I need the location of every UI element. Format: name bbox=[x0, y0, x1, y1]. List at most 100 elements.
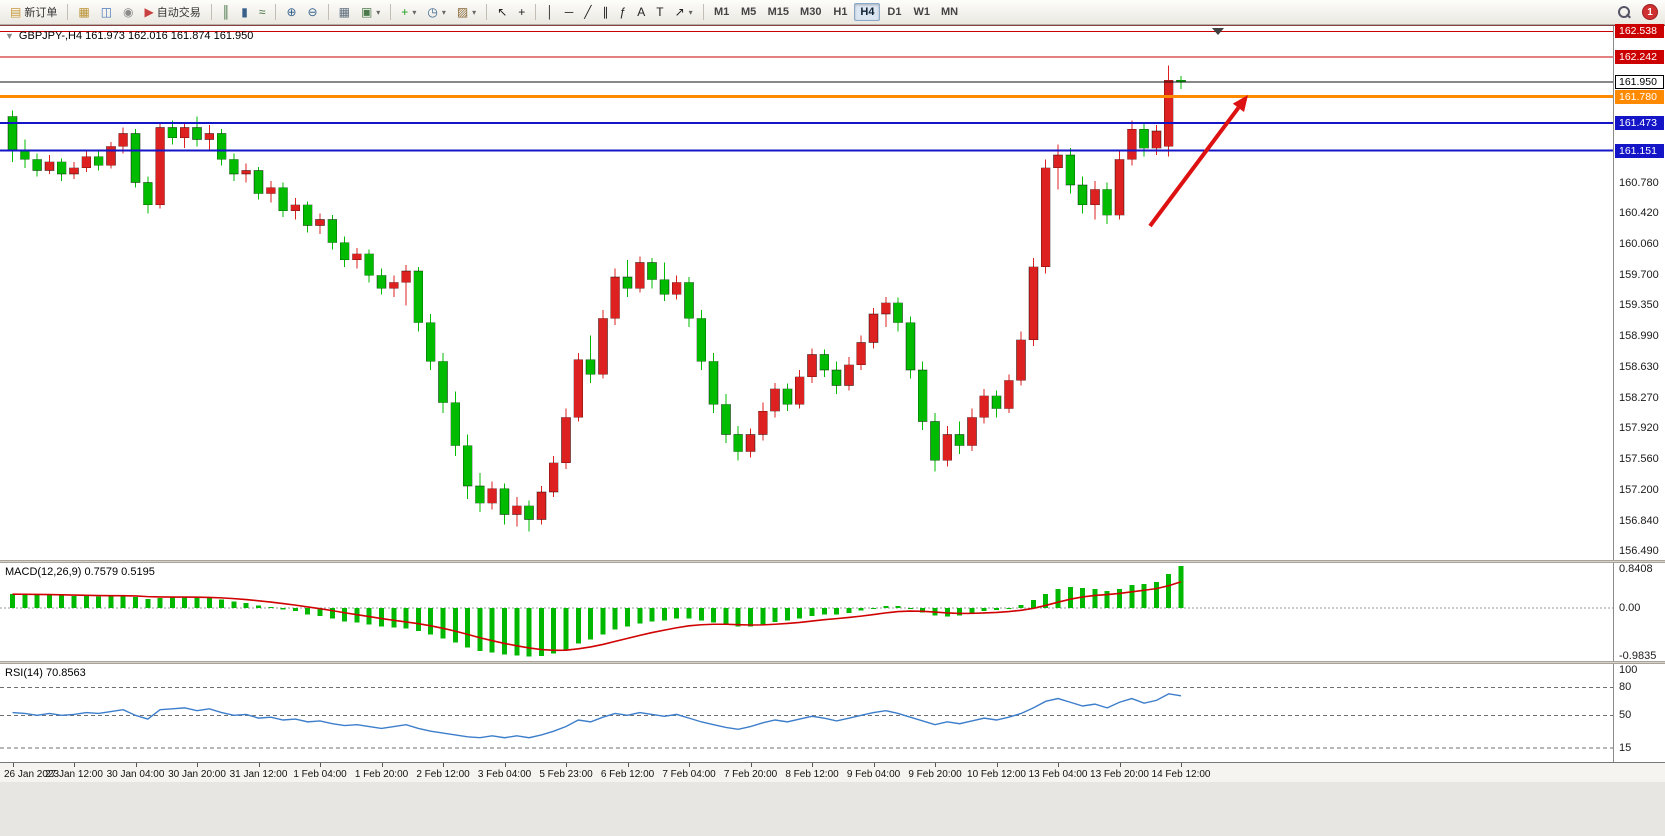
timeframe-button-mn[interactable]: MN bbox=[940, 6, 959, 18]
price-chart-area[interactable]: ▼ GBPJPY-,H4 161.973 162.016 161.874 161… bbox=[0, 26, 1613, 560]
candle bbox=[917, 361, 928, 431]
candle bbox=[954, 421, 965, 455]
rsi-scale[interactable]: 100 80 50 15 bbox=[1613, 664, 1665, 762]
one-click-trading-toggle-icon[interactable]: ▼ bbox=[5, 31, 14, 41]
bar-chart-mode-button[interactable]: ║ bbox=[217, 2, 236, 22]
candle bbox=[44, 154, 55, 174]
candle bbox=[352, 247, 362, 269]
candle bbox=[733, 425, 744, 461]
candle bbox=[290, 197, 301, 220]
notifications-badge[interactable]: 1 bbox=[1642, 4, 1658, 20]
cursor-button[interactable]: ↖ bbox=[492, 2, 512, 22]
macd-scale[interactable]: 0.8408 0.00 -0.9835 bbox=[1613, 563, 1665, 662]
equidistant-channel-button[interactable]: ∥ bbox=[598, 2, 614, 22]
hline-162538-price-tag: 162.538 bbox=[1615, 24, 1664, 39]
time-axis-label: 9 Feb 20:00 bbox=[908, 769, 962, 780]
price-scale[interactable]: 160.780 160.420 160.060 159.700 159.350 158.9… bbox=[1613, 24, 1665, 560]
timeframe-button-m30[interactable]: M30 bbox=[800, 6, 822, 18]
zoom-in-button[interactable]: ⊕ bbox=[281, 2, 301, 22]
panel-splitter-2[interactable] bbox=[0, 661, 1665, 664]
price-scale-tick: 156.840 bbox=[1619, 515, 1659, 528]
candle bbox=[991, 390, 1002, 418]
new-chart-button[interactable]: ▣ ▾ bbox=[356, 2, 385, 22]
timeframe-button-m5[interactable]: M5 bbox=[741, 6, 757, 18]
candle bbox=[450, 391, 461, 456]
macd-panel: MACD(12,26,9) 0.7579 0.5195 0.8408 0.00 -0… bbox=[0, 563, 1665, 662]
panel-splitter-1[interactable] bbox=[0, 560, 1665, 563]
timeframe-button-w1[interactable]: W1 bbox=[913, 6, 930, 18]
timeframe-button-d1[interactable]: D1 bbox=[887, 6, 902, 18]
price-scale-tick: 159.700 bbox=[1619, 269, 1659, 282]
help-button[interactable]: ◉ bbox=[118, 2, 138, 22]
timeframe-button-h1[interactable]: H1 bbox=[833, 6, 848, 18]
search-icon bbox=[1617, 5, 1631, 19]
timeframe-button-m15[interactable]: M15 bbox=[767, 6, 790, 18]
autotrading-button[interactable]: ▶ 自动交易 bbox=[140, 2, 206, 22]
vertical-line-button[interactable]: │ bbox=[541, 2, 559, 22]
crosshair-icon: + bbox=[518, 5, 526, 19]
timeframe-button-m1[interactable]: M1 bbox=[714, 6, 730, 18]
crosshair-button[interactable]: + bbox=[513, 2, 530, 22]
rsi-scale-tick: 50 bbox=[1619, 709, 1632, 722]
trendline-button[interactable]: ╱ bbox=[579, 2, 596, 22]
symbol-ohlc-text: GBPJPY-,H4 161.973 162.016 161.874 161.9… bbox=[18, 30, 254, 42]
candle bbox=[241, 163, 252, 183]
candle bbox=[81, 150, 92, 173]
candle bbox=[536, 486, 547, 525]
time-axis[interactable]: 26 Jan 2023 27 Jan 12:00 30 Jan 04:00 30 Ja… bbox=[0, 762, 1665, 782]
candle bbox=[278, 182, 288, 217]
periods-button[interactable]: ◷ ▾ bbox=[422, 2, 451, 22]
candle bbox=[807, 348, 817, 383]
indicators-icon: + bbox=[401, 5, 409, 19]
chart-profiles-button[interactable]: ▦ bbox=[73, 2, 94, 22]
candle bbox=[56, 158, 67, 181]
candle bbox=[844, 357, 854, 391]
macd-label: MACD(12,26,9) 0.7579 0.5195 bbox=[5, 566, 155, 578]
indicators-button[interactable]: + ▾ bbox=[396, 2, 421, 22]
candlestick-mode-icon: ▮ bbox=[241, 5, 248, 19]
timeframe-button-h4[interactable]: H4 bbox=[854, 3, 881, 21]
candle bbox=[93, 151, 104, 171]
time-axis-label: 27 Jan 12:00 bbox=[45, 769, 103, 780]
price-panel: ▼ GBPJPY-,H4 161.973 162.016 161.874 161… bbox=[0, 24, 1665, 560]
time-axis-label: 30 Jan 20:00 bbox=[168, 769, 226, 780]
time-axis-tick bbox=[135, 763, 137, 767]
candle bbox=[622, 259, 633, 297]
candle bbox=[462, 434, 473, 499]
candle bbox=[376, 268, 387, 295]
time-axis-label: 1 Feb 20:00 bbox=[354, 769, 409, 780]
toolbar: ▤ 新订单 ▦ ◫ ◉ ▶ 自动交易 ║ ▮ ≈ ⊕ ⊖ ▦ ▣ ▾ + ▾ ◷ ▾ ▨ ▾ ↖ + │ ─ ╱ ∥ ƒ A T ↗ ▾ M1 M… bbox=[0, 0, 1665, 25]
fibonacci-button[interactable]: ƒ bbox=[615, 2, 632, 22]
toolbar-separator bbox=[390, 4, 392, 20]
chart-window: ▼ GBPJPY-,H4 161.973 162.016 161.874 161… bbox=[0, 24, 1665, 782]
rsi-chart-area[interactable]: RSI(14) 70.8563 bbox=[0, 664, 1613, 762]
time-axis-tick bbox=[74, 763, 75, 767]
candle bbox=[1040, 159, 1051, 274]
candle bbox=[425, 314, 436, 370]
line-chart-mode-button[interactable]: ≈ bbox=[254, 2, 271, 22]
search-button[interactable] bbox=[1612, 2, 1636, 22]
toolbar-separator bbox=[67, 4, 69, 20]
text-button[interactable]: A bbox=[632, 2, 650, 22]
toolbar-separator bbox=[210, 4, 212, 20]
candle bbox=[610, 268, 621, 326]
text-icon: A bbox=[637, 5, 646, 19]
trend-arrow-annotation[interactable] bbox=[1148, 95, 1248, 228]
templates-button[interactable]: ▨ ▾ bbox=[452, 2, 481, 22]
candle bbox=[684, 277, 694, 327]
candlestick-mode-button[interactable]: ▮ bbox=[236, 2, 253, 22]
horizontal-line-button[interactable]: ─ bbox=[560, 2, 579, 22]
tile-windows-button[interactable]: ▦ bbox=[334, 2, 355, 22]
candle bbox=[179, 124, 190, 149]
candle bbox=[499, 483, 510, 525]
candle bbox=[302, 201, 313, 233]
macd-chart-area[interactable]: MACD(12,26,9) 0.7579 0.5195 bbox=[0, 563, 1613, 661]
candle bbox=[573, 352, 584, 422]
chart-shift-marker-icon[interactable] bbox=[1212, 28, 1224, 35]
text-label-button[interactable]: T bbox=[651, 2, 668, 22]
data-window-button[interactable]: ◫ bbox=[96, 2, 117, 22]
new-order-button[interactable]: ▤ 新订单 bbox=[5, 2, 62, 22]
price-scale-tick: 158.270 bbox=[1619, 392, 1659, 405]
zoom-out-button[interactable]: ⊖ bbox=[303, 2, 323, 22]
arrows-button[interactable]: ↗ ▾ bbox=[670, 2, 698, 22]
